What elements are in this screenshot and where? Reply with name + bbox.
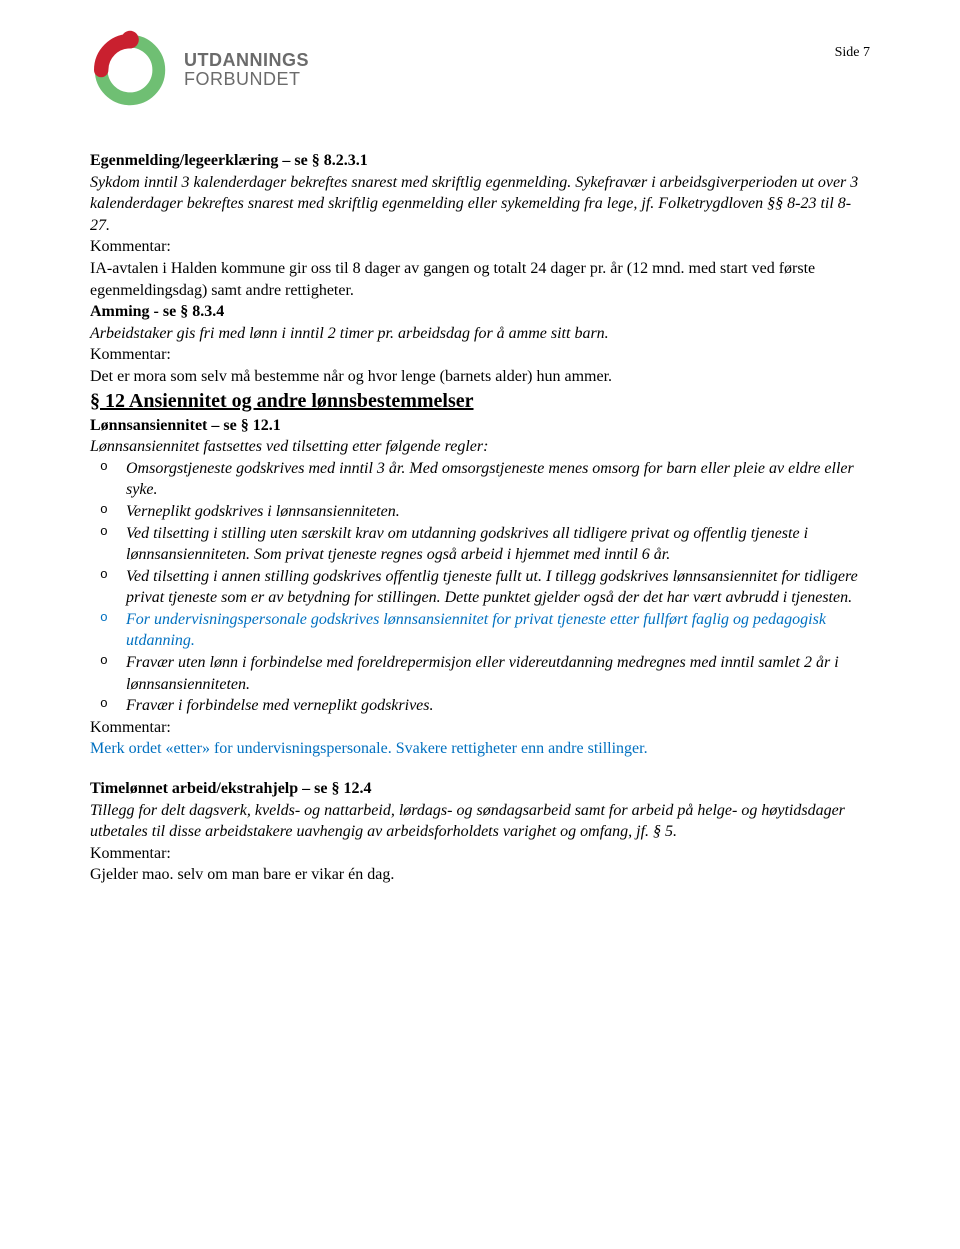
lonn-rule: Ved tilsetting i stilling uten særskilt … — [90, 523, 870, 566]
lonn-rule: Verneplikt godskrives i lønnsansiennitet… — [90, 501, 870, 523]
lonn-rule: Ved tilsetting i annen stilling godskriv… — [90, 566, 870, 609]
logo-line1: UTDANNINGS — [184, 51, 309, 70]
logo-text: UTDANNINGS FORBUNDET — [184, 51, 309, 89]
section12-heading: § 12 Ansiennitet og andre lønnsbestemmel… — [90, 388, 870, 415]
lonn-comment-label: Kommentar: — [90, 717, 870, 739]
egenmelding-comment-body: IA-avtalen i Halden kommune gir oss til … — [90, 258, 870, 301]
amming-body: Arbeidstaker gis fri med lønn i inntil 2… — [90, 323, 870, 345]
egenmelding-body: Sykdom inntil 3 kalenderdager bekreftes … — [90, 172, 870, 237]
amming-comment-label: Kommentar: — [90, 344, 870, 366]
lonn-rule: Fravær i forbindelse med verneplikt gods… — [90, 695, 870, 717]
lonn-rule: Omsorgstjeneste godskrives med inntil 3 … — [90, 458, 870, 501]
lonn-title: Lønnsansiennitet – se § 12.1 — [90, 415, 870, 437]
lonn-rules-list: Omsorgstjeneste godskrives med inntil 3 … — [90, 458, 870, 717]
logo-area: UTDANNINGS FORBUNDET — [90, 30, 309, 110]
document-body: Egenmelding/legeerklæring – se § 8.2.3.1… — [90, 150, 870, 886]
egenmelding-comment-label: Kommentar: — [90, 236, 870, 258]
timelonn-body: Tillegg for delt dagsverk, kvelds- og na… — [90, 800, 870, 843]
egenmelding-title: Egenmelding/legeerklæring – se § 8.2.3.1 — [90, 150, 870, 172]
timelonn-comment-body: Gjelder mao. selv om man bare er vikar é… — [90, 864, 870, 886]
lonn-intro: Lønnsansiennitet fastsettes ved tilsetti… — [90, 436, 870, 458]
timelonn-title: Timelønnet arbeid/ekstrahjelp – se § 12.… — [90, 778, 870, 800]
lonn-comment-body: Merk ordet «etter» for undervisningspers… — [90, 738, 870, 760]
amming-comment-body: Det er mora som selv må bestemme når og … — [90, 366, 870, 388]
page-number: Side 7 — [835, 44, 870, 63]
lonn-rule-highlighted: For undervisningspersonale godskrives lø… — [90, 609, 870, 652]
logo-line2: FORBUNDET — [184, 70, 309, 89]
amming-title: Amming - se § 8.3.4 — [90, 301, 870, 323]
lonn-rule: Fravær uten lønn i forbindelse med forel… — [90, 652, 870, 695]
timelonn-comment-label: Kommentar: — [90, 843, 870, 865]
logo-icon — [90, 30, 170, 110]
page-header: UTDANNINGS FORBUNDET Side 7 — [90, 30, 870, 110]
